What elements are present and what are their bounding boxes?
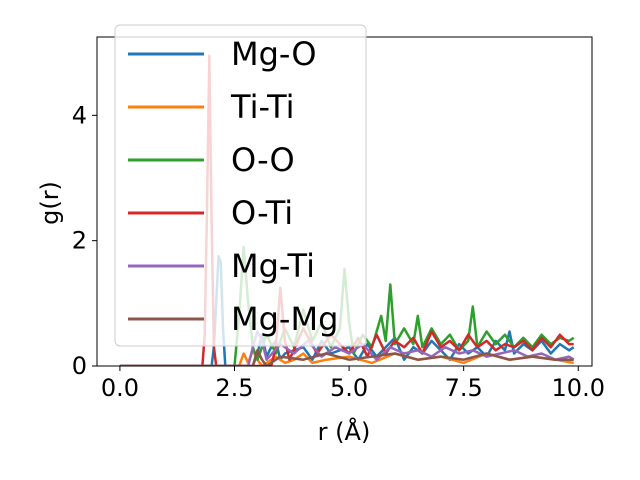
plot-area xyxy=(119,54,575,366)
series-line-mg-mg xyxy=(119,349,574,366)
x-tick-label: 7.5 xyxy=(445,374,483,402)
legend: Mg-O Ti-Ti O-O O-Ti Mg-Ti Mg-Mg xyxy=(114,24,367,347)
y-axis-label: g(r) xyxy=(36,181,64,225)
y-tick-label: 2 xyxy=(72,227,87,255)
axes: 0.0 2.5 5.0 7.5 10.0 0 2 4 xyxy=(72,36,605,402)
legend-label-o-o: O-O xyxy=(231,141,295,179)
legend-label-mg-o: Mg-O xyxy=(231,35,317,73)
x-tick-label: 2.5 xyxy=(215,374,253,402)
legend-box xyxy=(114,24,367,347)
series-line-o-o xyxy=(119,245,575,366)
legend-label-mg-mg: Mg-Mg xyxy=(231,300,338,338)
y-tick-label: 4 xyxy=(72,101,87,129)
legend-label-ti-ti: Ti-Ti xyxy=(230,88,295,126)
y-tick-label: 0 xyxy=(72,352,87,380)
legend-label-o-ti: O-Ti xyxy=(231,194,293,232)
x-tick-label: 0.0 xyxy=(101,374,139,402)
legend-label-mg-ti: Mg-Ti xyxy=(231,247,315,285)
x-tick-label: 5.0 xyxy=(330,374,368,402)
series-line-mg-ti xyxy=(119,330,575,366)
x-axis-label: r (Å) xyxy=(318,417,371,446)
x-tick-label: 10.0 xyxy=(552,374,605,402)
